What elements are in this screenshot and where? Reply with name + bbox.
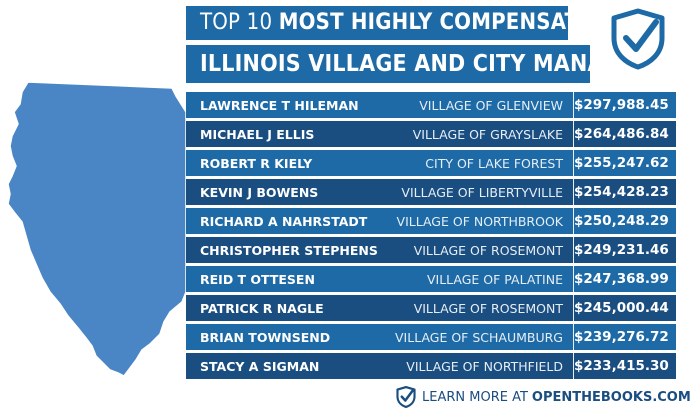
table-row: LAWRENCE T HILEMAN VILLAGE OF GLENVIEW $…: [186, 92, 676, 118]
compensation: $264,486.84: [574, 126, 669, 142]
manager-name: REID T OTTESEN: [200, 271, 315, 287]
table-row: KEVIN J BOWENS VILLAGE OF LIBERTYVILLE $…: [186, 179, 676, 205]
municipality: VILLAGE OF GRAYSLAKE: [412, 126, 563, 142]
footer-link[interactable]: LEARN MORE AT OPENTHEBOOKS.COM: [396, 385, 690, 409]
compensation: $250,248.29: [574, 213, 669, 229]
divider: [573, 92, 574, 118]
manager-name: ROBERT R KIELY: [200, 155, 313, 171]
compensation: $245,000.44: [574, 300, 669, 316]
manager-name: LAWRENCE T HILEMAN: [200, 97, 359, 113]
title-line-1: TOP 10 MOST HIGHLY COMPENSATED: [186, 6, 568, 40]
divider: [573, 179, 574, 205]
manager-name: PATRICK R NAGLE: [200, 300, 324, 316]
divider: [573, 208, 574, 234]
compensation: $239,276.72: [574, 329, 669, 345]
municipality: VILLAGE OF GLENVIEW: [419, 97, 563, 113]
manager-name: RICHARD A NAHRSTADT: [200, 213, 368, 229]
manager-name: KEVIN J BOWENS: [200, 184, 319, 200]
municipality: VILLAGE OF SCHAUMBURG: [395, 329, 563, 345]
divider: [573, 121, 574, 147]
shield-check-icon: [611, 8, 665, 70]
compensation: $297,988.45: [574, 97, 669, 113]
title-bold: MOST HIGHLY COMPENSATED: [278, 10, 568, 35]
divider: [573, 150, 574, 176]
manager-name: MICHAEL J ELLIS: [200, 126, 315, 142]
table-row: CHRISTOPHER STEPHENS VILLAGE OF ROSEMONT…: [186, 237, 676, 263]
compensation: $254,428.23: [574, 184, 669, 200]
municipality: VILLAGE OF NORTHFIELD: [406, 358, 563, 374]
title-line-2: ILLINOIS VILLAGE AND CITY MANAGERS: [186, 45, 590, 83]
divider: [573, 295, 574, 321]
municipality: VILLAGE OF ROSEMONT: [413, 300, 563, 316]
table-row: ROBERT R KIELY CITY OF LAKE FOREST $255,…: [186, 150, 676, 176]
municipality: VILLAGE OF PALATINE: [426, 271, 563, 287]
compensation: $233,415.30: [574, 358, 669, 374]
footer-text: LEARN MORE AT: [422, 389, 528, 405]
table-row: STACY A SIGMAN VILLAGE OF NORTHFIELD $23…: [186, 353, 676, 379]
table-row: MICHAEL J ELLIS VILLAGE OF GRAYSLAKE $26…: [186, 121, 676, 147]
table-row: RICHARD A NAHRSTADT VILLAGE OF NORTHBROO…: [186, 208, 676, 234]
shield-check-icon: [396, 386, 416, 408]
title-prefix: TOP 10: [200, 10, 273, 35]
divider: [573, 266, 574, 292]
divider: [573, 324, 574, 350]
divider: [573, 237, 574, 263]
municipality: VILLAGE OF ROSEMONT: [413, 242, 563, 258]
footer-site[interactable]: OPENTHEBOOKS.COM: [531, 389, 690, 405]
table-row: REID T OTTESEN VILLAGE OF PALATINE $247,…: [186, 266, 676, 292]
compensation: $247,368.99: [574, 271, 669, 287]
divider: [573, 353, 574, 379]
compensation: $255,247.62: [574, 155, 669, 171]
manager-name: STACY A SIGMAN: [200, 358, 320, 374]
municipality: CITY OF LAKE FOREST: [425, 155, 563, 171]
table-row: BRIAN TOWNSEND VILLAGE OF SCHAUMBURG $23…: [186, 324, 676, 350]
illinois-map: [7, 81, 187, 377]
manager-name: BRIAN TOWNSEND: [200, 329, 331, 345]
manager-name: CHRISTOPHER STEPHENS: [200, 242, 378, 258]
compensation: $249,231.46: [574, 242, 669, 258]
municipality: VILLAGE OF NORTHBROOK: [396, 213, 563, 229]
table-row: PATRICK R NAGLE VILLAGE OF ROSEMONT $245…: [186, 295, 676, 321]
municipality: VILLAGE OF LIBERTYVILLE: [401, 184, 563, 200]
